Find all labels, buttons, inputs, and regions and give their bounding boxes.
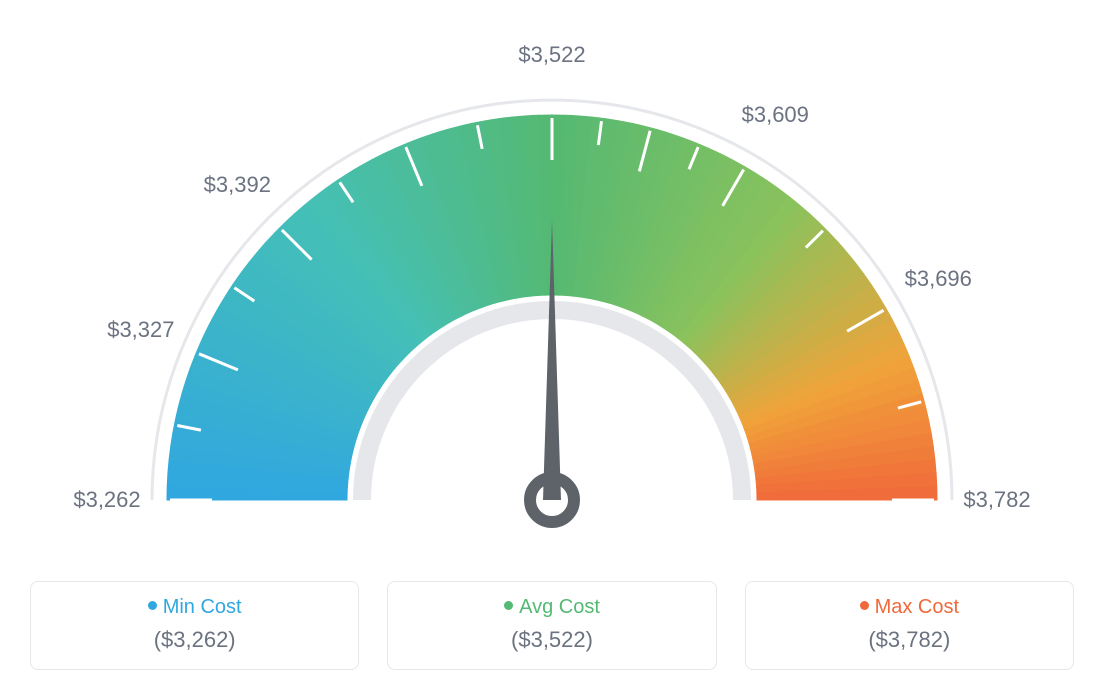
legend-title-max: Max Cost — [756, 596, 1063, 619]
gauge-tick-label: $3,262 — [73, 487, 140, 513]
legend-title-avg: Avg Cost — [398, 596, 705, 619]
legend-title-text: Max Cost — [875, 596, 959, 618]
dot-icon — [148, 601, 157, 610]
gauge-tick-label: $3,392 — [204, 172, 271, 198]
legend-value-min: ($3,262) — [41, 627, 348, 653]
gauge-tick-label: $3,696 — [905, 266, 972, 292]
dot-icon — [504, 601, 513, 610]
gauge-tick-label: $3,609 — [742, 102, 809, 128]
legend-value-avg: ($3,522) — [398, 627, 705, 653]
gauge-tick-label: $3,327 — [107, 317, 174, 343]
legend-value-max: ($3,782) — [756, 627, 1063, 653]
legend-card-max: Max Cost ($3,782) — [745, 581, 1074, 670]
gauge-tick-label: $3,782 — [963, 487, 1030, 513]
legend-card-avg: Avg Cost ($3,522) — [387, 581, 716, 670]
legend-title-min: Min Cost — [41, 596, 348, 619]
dot-icon — [860, 601, 869, 610]
legend-row: Min Cost ($3,262) Avg Cost ($3,522) Max … — [0, 581, 1104, 670]
legend-title-text: Avg Cost — [519, 596, 600, 618]
gauge-tick-label: $3,522 — [518, 42, 585, 68]
cost-gauge: $3,262 $3,327 $3,392 $3,522 $3,609 $3,696 $3,7… — [0, 0, 1104, 560]
legend-title-text: Min Cost — [163, 596, 242, 618]
legend-card-min: Min Cost ($3,262) — [30, 581, 359, 670]
